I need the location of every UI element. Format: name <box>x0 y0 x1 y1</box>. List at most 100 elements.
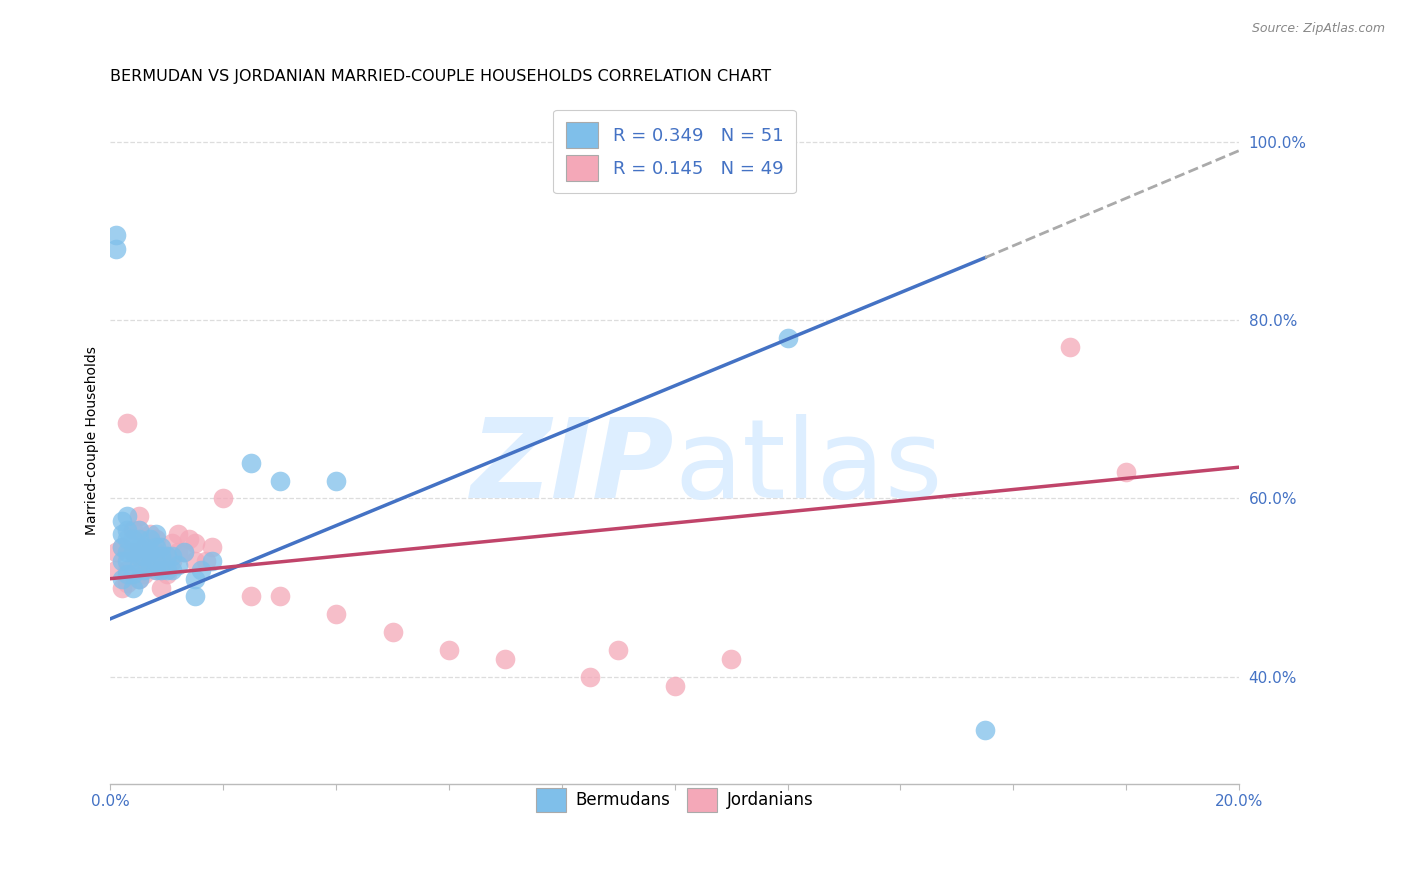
Point <box>122 545 145 559</box>
Point <box>134 563 156 577</box>
Point <box>579 670 602 684</box>
Point <box>162 563 184 577</box>
Point <box>105 228 128 243</box>
Point <box>134 567 156 582</box>
Point <box>122 523 145 537</box>
Point <box>269 590 291 604</box>
Point <box>139 532 162 546</box>
Point <box>111 514 134 528</box>
Point <box>201 554 224 568</box>
Point <box>117 509 139 524</box>
Point <box>128 572 150 586</box>
Y-axis label: Married-couple Households: Married-couple Households <box>86 346 100 535</box>
Point <box>325 607 347 622</box>
Point <box>184 572 207 586</box>
Point <box>122 581 145 595</box>
Point <box>145 527 167 541</box>
Point <box>128 541 150 555</box>
Point <box>111 554 134 568</box>
Point <box>145 541 167 555</box>
Point <box>134 554 156 568</box>
Point <box>381 625 404 640</box>
Point <box>105 563 128 577</box>
Point <box>128 558 150 573</box>
Point <box>173 545 195 559</box>
Point <box>156 549 179 564</box>
Point <box>145 532 167 546</box>
Point <box>122 567 145 582</box>
Point <box>150 541 173 555</box>
Point <box>150 549 173 564</box>
Point <box>117 576 139 591</box>
Point <box>128 509 150 524</box>
Point <box>134 549 156 564</box>
Point <box>162 554 184 568</box>
Point <box>156 567 179 582</box>
Point <box>134 541 156 555</box>
Point <box>111 572 134 586</box>
Point <box>437 643 460 657</box>
Point <box>139 527 162 541</box>
Point <box>184 590 207 604</box>
Point <box>117 567 139 582</box>
Point <box>139 554 162 568</box>
Text: ZIP: ZIP <box>471 415 675 522</box>
Point <box>128 549 150 564</box>
Point <box>145 563 167 577</box>
Point <box>240 590 263 604</box>
Point <box>145 563 167 577</box>
Point <box>776 331 799 345</box>
Point <box>720 652 742 666</box>
Point <box>105 545 128 559</box>
Text: atlas: atlas <box>675 415 943 522</box>
Point <box>145 554 167 568</box>
Point <box>117 523 139 537</box>
Point <box>105 242 128 256</box>
Point <box>156 549 179 564</box>
Point <box>212 491 235 506</box>
Point <box>111 541 134 555</box>
Point <box>664 679 686 693</box>
Point <box>128 523 150 537</box>
Point <box>111 527 134 541</box>
Point <box>190 563 212 577</box>
Point <box>150 563 173 577</box>
Point <box>173 545 195 559</box>
Point <box>184 554 207 568</box>
Text: BERMUDAN VS JORDANIAN MARRIED-COUPLE HOUSEHOLDS CORRELATION CHART: BERMUDAN VS JORDANIAN MARRIED-COUPLE HOU… <box>111 69 772 84</box>
Point <box>201 541 224 555</box>
Point <box>167 558 190 573</box>
Point <box>122 545 145 559</box>
Point <box>128 523 150 537</box>
Point <box>167 527 190 541</box>
Point <box>1059 340 1081 354</box>
Point <box>139 545 162 559</box>
Point <box>122 532 145 546</box>
Point <box>150 581 173 595</box>
Point <box>494 652 516 666</box>
Point <box>117 563 139 577</box>
Point <box>128 549 150 564</box>
Point <box>156 563 179 577</box>
Point <box>162 549 184 564</box>
Point <box>134 541 156 555</box>
Point <box>1115 465 1137 479</box>
Point <box>240 456 263 470</box>
Point <box>111 541 134 555</box>
Point <box>269 474 291 488</box>
Point <box>167 545 190 559</box>
Point <box>128 532 150 546</box>
Point <box>117 545 139 559</box>
Legend: Bermudans, Jordanians: Bermudans, Jordanians <box>524 777 825 823</box>
Point <box>139 541 162 555</box>
Point <box>179 532 201 546</box>
Point <box>325 474 347 488</box>
Point <box>117 532 139 546</box>
Point <box>111 581 134 595</box>
Point <box>150 563 173 577</box>
Point <box>184 536 207 550</box>
Point <box>128 572 150 586</box>
Point <box>607 643 630 657</box>
Point <box>117 416 139 430</box>
Text: Source: ZipAtlas.com: Source: ZipAtlas.com <box>1251 22 1385 36</box>
